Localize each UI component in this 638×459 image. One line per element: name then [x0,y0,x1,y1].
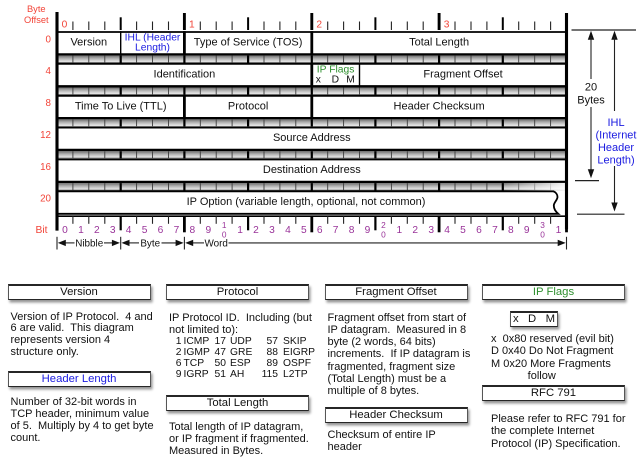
svg-text:x: x [316,75,322,86]
svg-text:7: 7 [492,225,498,236]
svg-text:2: 2 [412,225,418,236]
svg-text:8: 8 [508,225,514,236]
svg-text:6: 6 [476,225,482,236]
svg-text:Destination Address: Destination Address [263,164,361,176]
svg-text:1: 1 [556,225,562,236]
svg-text:6: 6 [158,225,164,236]
svg-text:9: 9 [365,225,371,236]
svg-text:0: 0 [46,34,52,45]
svg-text:Version: Version [70,37,107,49]
svg-text:6: 6 [317,225,323,236]
svg-text:Word: Word [204,238,227,249]
svg-text:Type of Service (TOS): Type of Service (TOS) [194,37,303,49]
svg-text:5: 5 [460,225,466,236]
svg-text:5: 5 [301,225,307,236]
svg-text:7: 7 [174,225,180,236]
svg-text:3: 3 [269,225,275,236]
svg-text:20: 20 [585,81,597,93]
svg-text:Byte: Byte [27,4,46,14]
svg-text:Byte: Byte [140,238,160,249]
svg-text:Time To Live (TTL): Time To Live (TTL) [75,100,167,112]
svg-text:12: 12 [40,130,51,141]
svg-text:0: 0 [381,229,386,239]
svg-text:Offset: Offset [24,15,49,25]
svg-text:1: 1 [396,225,402,236]
svg-text:3: 3 [444,19,450,30]
svg-text:IP Option (variable length, op: IP Option (variable length, optional, no… [187,196,426,208]
svg-text:8: 8 [46,98,52,109]
svg-text:8: 8 [349,225,355,236]
svg-text:8: 8 [189,225,195,236]
svg-text:Total Length: Total Length [409,37,469,49]
svg-text:9: 9 [205,225,211,236]
svg-text:Protocol: Protocol [228,100,268,112]
svg-text:Header: Header [598,142,634,154]
svg-text:2: 2 [253,225,259,236]
svg-text:4: 4 [126,225,132,236]
svg-text:Bit: Bit [35,225,47,236]
svg-text:1: 1 [237,225,243,236]
svg-text:4: 4 [285,225,291,236]
svg-text:Fragment Offset: Fragment Offset [423,68,502,80]
svg-text:Length): Length) [135,43,170,54]
svg-text:20: 20 [40,194,51,205]
svg-text:Bytes: Bytes [577,94,605,106]
svg-text:2: 2 [316,19,322,30]
svg-text:16: 16 [40,162,51,173]
svg-text:5: 5 [142,225,148,236]
svg-text:3: 3 [540,220,545,230]
svg-text:1: 1 [189,19,195,30]
svg-text:4: 4 [444,225,450,236]
svg-text:IP Flags: IP Flags [317,64,355,75]
svg-text:M: M [346,75,355,86]
svg-text:3: 3 [110,225,116,236]
svg-text:IHL (Header: IHL (Header [125,32,181,43]
svg-text:Source Address: Source Address [273,132,351,144]
svg-text:3: 3 [428,225,434,236]
svg-text:0: 0 [540,229,545,239]
svg-text:7: 7 [333,225,339,236]
svg-text:Nibble: Nibble [75,238,104,249]
svg-text:4: 4 [46,66,52,77]
svg-text:(Internet: (Internet [596,130,637,142]
svg-text:D: D [332,75,339,86]
svg-text:0: 0 [62,19,68,30]
svg-text:1: 1 [222,220,227,230]
svg-text:1: 1 [78,225,84,236]
svg-text:Identification: Identification [154,68,216,80]
svg-text:Header Checksum: Header Checksum [394,100,485,112]
svg-text:9: 9 [524,225,530,236]
svg-text:0: 0 [222,229,227,239]
svg-text:2: 2 [381,220,386,230]
svg-text:0: 0 [62,225,68,236]
svg-text:Length): Length) [597,155,634,167]
svg-text:2: 2 [94,225,100,236]
svg-text:IHL: IHL [607,117,624,129]
